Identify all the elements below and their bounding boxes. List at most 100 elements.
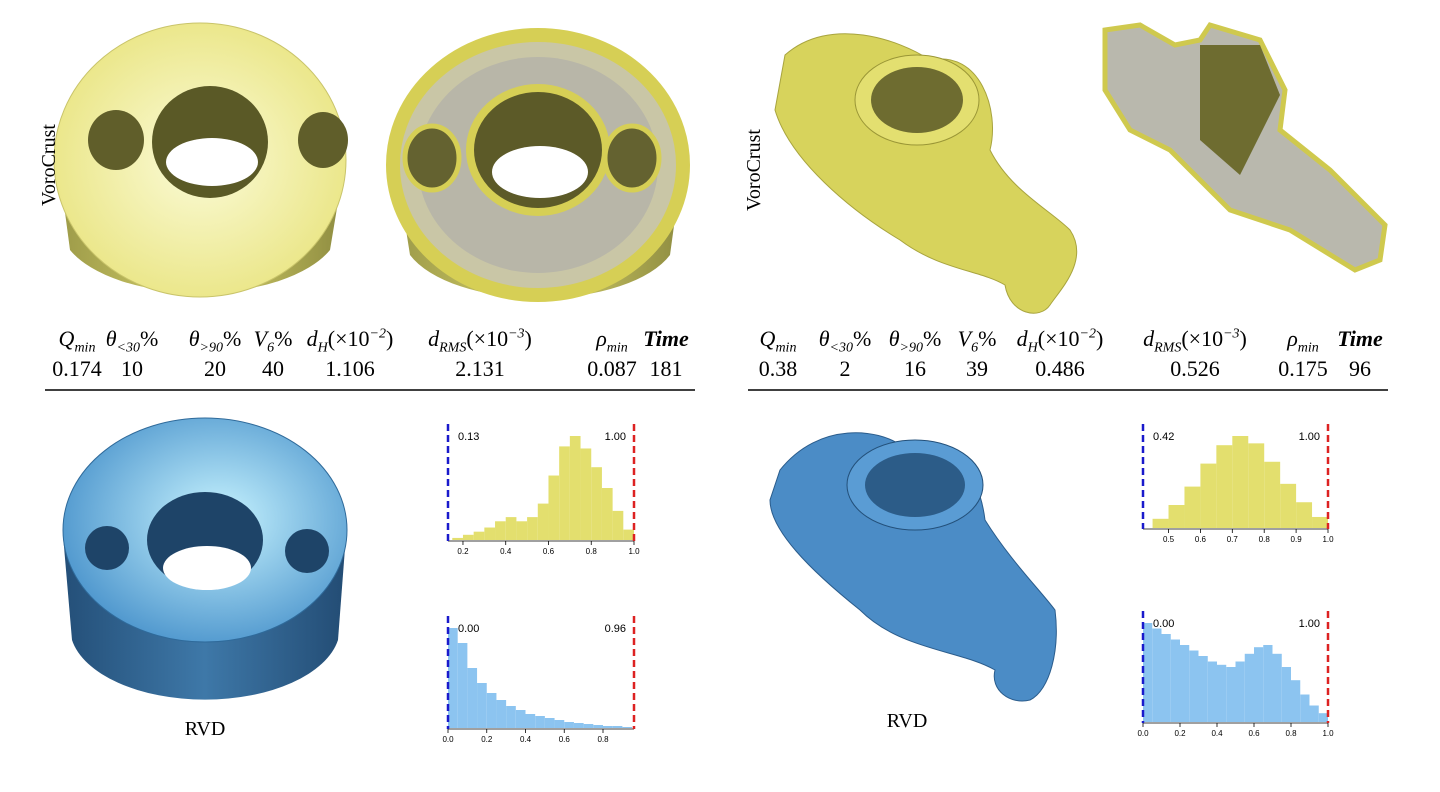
header-text: % — [139, 326, 159, 351]
header-symbol: Q — [58, 326, 75, 351]
header-symbol: Q — [759, 326, 776, 351]
tick-label: 0.8 — [597, 735, 609, 744]
header-subscript: H — [317, 340, 328, 356]
table-value: 2.131 — [455, 356, 505, 381]
column-header: dRMS(×10−3) — [1143, 326, 1247, 356]
method-label: VoroCrust — [743, 129, 765, 211]
histogram-bar — [1200, 463, 1217, 528]
table-value: 2 — [839, 356, 851, 381]
tick-label: 0.2 — [481, 735, 493, 744]
tick-label: 1.0 — [1322, 535, 1334, 544]
histogram-bar — [1263, 645, 1273, 722]
header-text: % — [922, 326, 942, 351]
histogram-bar — [544, 718, 555, 728]
tick-label: 0.2 — [457, 547, 469, 556]
histogram-bar — [537, 503, 549, 540]
histogram-bar — [1207, 661, 1217, 722]
histogram-bar — [580, 448, 592, 540]
histogram-bar — [1300, 694, 1310, 722]
rvd-cylinder-mesh — [62, 417, 348, 700]
header-text: (×10 — [1181, 326, 1224, 351]
histogram-bar — [1161, 634, 1171, 722]
header-subscript: >90 — [899, 340, 923, 356]
histogram-bar — [559, 446, 570, 540]
method-label: VoroCrust — [38, 124, 60, 206]
header-superscript: −2 — [369, 326, 386, 342]
column-header: V6% — [254, 326, 293, 356]
header-subscript: RMS — [1154, 340, 1182, 356]
cut-cylinder-mesh — [386, 28, 690, 302]
histogram-bar — [603, 726, 613, 728]
histogram-bar — [1318, 713, 1328, 722]
column-header: dH(×10−2) — [307, 326, 394, 356]
table-value: 96 — [1349, 356, 1371, 381]
column-header: ρmin — [596, 326, 628, 356]
histogram-bar — [548, 475, 560, 540]
histogram-bar — [1143, 623, 1153, 722]
histogram-bar — [506, 706, 516, 728]
bound-label: 1.00 — [1299, 618, 1320, 630]
table-value: 20 — [204, 356, 226, 381]
tick-label: 1.0 — [1322, 729, 1334, 738]
header-symbol: θ — [818, 326, 830, 351]
header-text: % — [274, 326, 293, 351]
histogram-bar — [1272, 653, 1282, 722]
header-symbol: ρ — [596, 326, 607, 351]
histogram-bar — [1216, 445, 1233, 528]
header-symbol: d — [306, 326, 318, 351]
histogram-bar — [1152, 628, 1162, 722]
column-header: θ<30% — [106, 326, 159, 356]
header-text: % — [852, 326, 872, 351]
header-subscript: min — [775, 340, 797, 356]
header-text: (×10 — [466, 326, 509, 351]
tick-label: 1.0 — [628, 547, 640, 556]
histogram-bar — [1217, 664, 1227, 722]
histogram-bar — [601, 488, 613, 540]
bound-label: 0.42 — [1153, 431, 1174, 443]
histogram-bar — [516, 521, 528, 540]
table-value: 1.106 — [325, 356, 375, 381]
histogram-bar — [1226, 667, 1236, 722]
header-subscript: RMS — [439, 340, 467, 356]
header-symbol: Time — [643, 326, 689, 351]
header-superscript: −3 — [508, 326, 525, 342]
header-symbol: Time — [1337, 326, 1383, 351]
column-header: θ>90% — [889, 326, 942, 356]
histogram-bar — [1280, 483, 1297, 528]
column-header: Time — [1337, 326, 1383, 352]
histogram-bar — [515, 710, 526, 728]
header-subscript: min — [606, 340, 628, 356]
table-value: 181 — [649, 356, 683, 381]
tick-label: 0.4 — [520, 735, 532, 744]
histogram-bar — [473, 531, 485, 540]
header-subscript: min — [1297, 340, 1319, 356]
table-value: 0.486 — [1035, 356, 1085, 381]
histogram-bar — [486, 693, 497, 728]
column-header: dRMS(×10−3) — [428, 326, 532, 356]
tick-label: 0.4 — [500, 547, 512, 556]
bound-label: 0.13 — [458, 431, 479, 443]
column-header: θ>90% — [189, 326, 242, 356]
method-label: RVD — [887, 710, 928, 732]
histogram-bar — [527, 517, 538, 540]
histogram-bar — [448, 628, 458, 728]
tick-label: 0.8 — [586, 547, 598, 556]
histogram-bar — [467, 668, 478, 728]
tick-label: 0.7 — [1227, 535, 1239, 544]
histogram-bar — [1235, 661, 1245, 722]
histogram-bar — [1254, 647, 1264, 722]
header-symbol: θ — [888, 326, 900, 351]
tick-label: 0.0 — [442, 735, 454, 744]
histogram-bar — [484, 527, 496, 540]
histogram-bar — [593, 725, 603, 728]
rvd-rocker-mesh — [769, 432, 1057, 702]
tick-label: 0.6 — [1248, 729, 1260, 738]
header-subscript: <30 — [829, 340, 853, 356]
tick-label: 0.2 — [1174, 729, 1186, 738]
histogram-bar — [462, 534, 474, 540]
header-symbol: V — [957, 326, 972, 351]
tick-label: 0.6 — [543, 547, 555, 556]
histogram-bar — [1152, 518, 1169, 528]
header-symbol: θ — [105, 326, 117, 351]
